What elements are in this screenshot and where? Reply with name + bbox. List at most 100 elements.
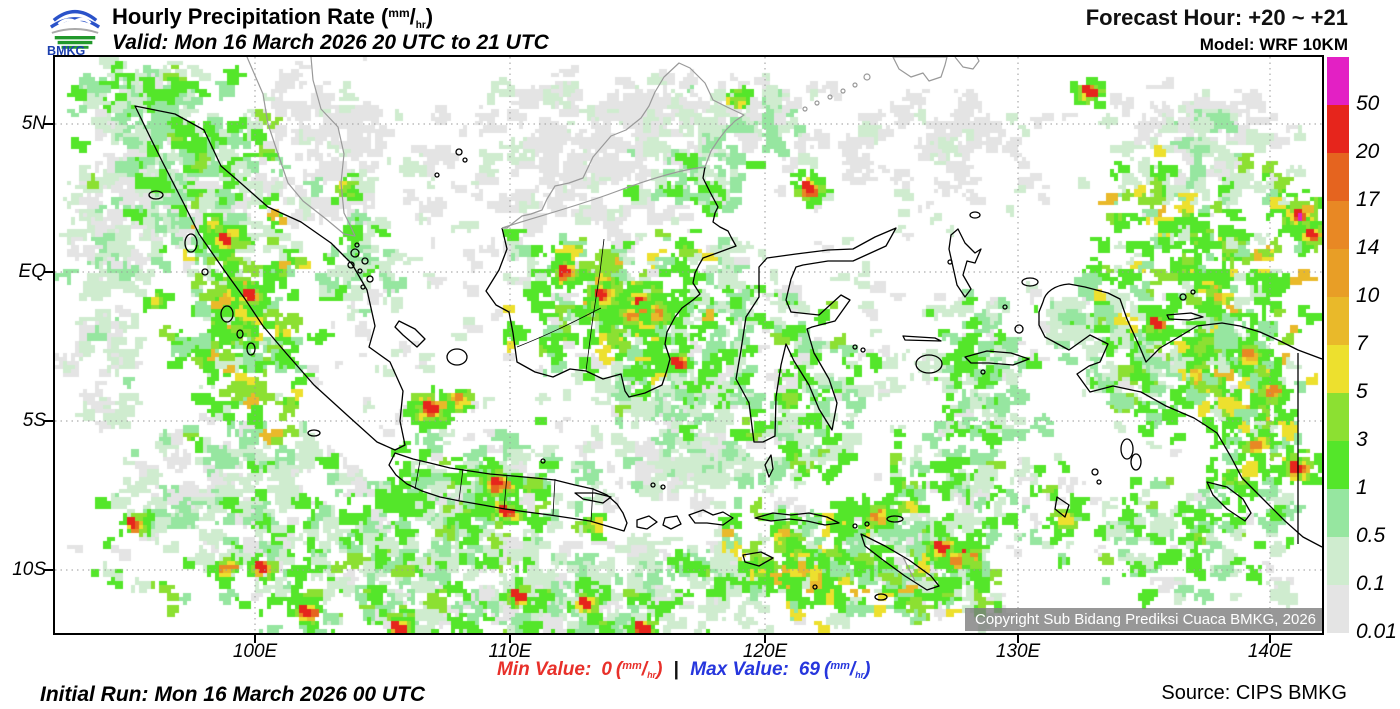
- buru-coast: [915, 354, 943, 374]
- java-sea-islets: [540, 458, 666, 490]
- coastlines-overlay: [55, 57, 1322, 633]
- lat-tick-label: 10S: [12, 559, 46, 580]
- java-province-borders: [414, 460, 594, 523]
- lon-tick: [254, 635, 256, 643]
- precip-canvas: [55, 57, 1322, 633]
- timor-coast: [860, 533, 940, 591]
- sumba-coast: [742, 551, 774, 567]
- lat-tick: [44, 271, 53, 273]
- sumbawa-coast: [688, 509, 734, 526]
- legend-band: [1327, 489, 1349, 537]
- sulawesi-coast: [735, 227, 897, 443]
- lon-tick-label: 100E: [232, 641, 278, 662]
- legend-band: [1327, 441, 1349, 489]
- indonesia-coastlines: [134, 105, 1322, 601]
- lon-tick-label: 140E: [1247, 641, 1293, 662]
- maluku-islets: [947, 211, 986, 375]
- page-title: Hourly Precipitation Rate (mm/hr): [112, 4, 434, 31]
- lon-tick: [764, 635, 766, 643]
- east-timor-border: [902, 556, 916, 582]
- borneo-kalimantan-coast: [485, 166, 737, 398]
- precipitation-legend: 50 20 17 14 10 7 5 3 1 0.5 0.1 0.01: [1327, 57, 1400, 657]
- legend-value: 20: [1356, 140, 1380, 163]
- flores-coast: [754, 512, 840, 526]
- riau-lingga-islands: [347, 242, 374, 290]
- sulu-archipelago: [802, 73, 871, 112]
- bangka-belitung: [394, 320, 468, 366]
- papua-south-coast: [1038, 301, 1322, 548]
- legend-band: [1327, 393, 1349, 441]
- legend-value: 0.01: [1356, 620, 1397, 643]
- precipitation-map: Copyright Sub Bidang Prediksi Cuaca BMKG…: [53, 55, 1324, 635]
- lesser-sunda-islets: [812, 515, 904, 601]
- madura-coast: [574, 492, 612, 504]
- legend-band: [1327, 249, 1349, 297]
- foreign-coastlines: [246, 57, 980, 582]
- lombok-coast: [662, 515, 682, 530]
- lon-tick: [1269, 635, 1271, 643]
- title-unit: (mm/hr): [380, 4, 434, 31]
- legend-band: [1327, 201, 1349, 249]
- valid-time-label: Valid: Mon 16 March 2026 20 UTC to 21 UT…: [112, 31, 549, 54]
- max-value-label: Max Value: 69 (mm/hr): [690, 659, 871, 680]
- legend-value: 10: [1356, 284, 1380, 307]
- lon-tick: [509, 635, 511, 643]
- aru-kai-tanimbar: [1054, 438, 1142, 518]
- malaysia-border-borneo: [501, 166, 706, 229]
- legend-value: 1: [1356, 476, 1368, 499]
- seram-coast: [964, 350, 1030, 366]
- lat-tick: [44, 420, 53, 422]
- lat-tick-label: 5N: [21, 113, 46, 134]
- bali-coast: [636, 515, 658, 530]
- halmahera-coast: [948, 228, 982, 298]
- legend-value: 5: [1356, 380, 1368, 403]
- legend-value: 14: [1356, 236, 1380, 259]
- graticule-gridlines: [55, 57, 1322, 633]
- lat-tick: [44, 569, 53, 571]
- legend-band: [1327, 57, 1349, 105]
- papua-north-coast: [1042, 283, 1322, 363]
- sarawak-sabah-coast: [502, 62, 745, 229]
- lon-tick-label: 130E: [995, 641, 1041, 662]
- legend-value: 17: [1356, 188, 1380, 211]
- biak-islets: [1179, 289, 1196, 301]
- legend-value: 7: [1356, 332, 1368, 355]
- lon-tick-label: 120E: [742, 641, 788, 662]
- natuna-islands: [434, 148, 468, 178]
- sumatra-coast: [134, 105, 406, 451]
- forecast-hour-label: Forecast Hour: +20 ~ +21: [1085, 5, 1348, 30]
- bmkg-logo-icon: BMKG: [47, 9, 101, 56]
- kalimantan-internal-border: [516, 238, 605, 372]
- legend-band: [1327, 585, 1349, 633]
- minmax-separator: |: [673, 659, 679, 680]
- lon-tick-label: 110E: [488, 641, 532, 662]
- legend-value: 0.5: [1356, 524, 1386, 547]
- lat-tick-label: EQ: [18, 261, 46, 282]
- min-value-label: Min Value: 0 (mm/hr): [497, 659, 663, 680]
- legend-band: [1327, 345, 1349, 393]
- raja-ampat-islets: [1002, 277, 1039, 334]
- legend-value: 50: [1356, 92, 1380, 115]
- legend-band: [1327, 297, 1349, 345]
- legend-value: 3: [1356, 428, 1368, 451]
- malay-peninsula-coast: [246, 57, 356, 237]
- lat-tick-label: 5S: [22, 410, 46, 431]
- source-label: Source: CIPS BMKG: [1161, 682, 1347, 704]
- copyright-watermark: Copyright Sub Bidang Prediksi Cuaca BMKG…: [964, 608, 1322, 631]
- lon-tick: [1017, 635, 1019, 643]
- mentawai-islands: [148, 190, 321, 437]
- mindanao-coast: [892, 57, 980, 82]
- legend-band: [1327, 153, 1349, 201]
- legend-band: [1327, 537, 1349, 585]
- bmkg-logo-text: BMKG: [47, 44, 85, 56]
- legend-value: 0.1: [1356, 572, 1386, 595]
- legend-band: [1327, 105, 1349, 153]
- model-label: Model: WRF 10KM: [1199, 35, 1348, 54]
- banggai-sula-islets: [852, 335, 942, 353]
- java-coast: [388, 452, 628, 532]
- minmax-values: Min Value: 0 (mm/hr) | Max Value: 69 (mm/hr): [497, 659, 870, 681]
- selayar-coast: [764, 454, 774, 478]
- lat-tick: [44, 123, 53, 125]
- dolak-coast: [1206, 481, 1252, 522]
